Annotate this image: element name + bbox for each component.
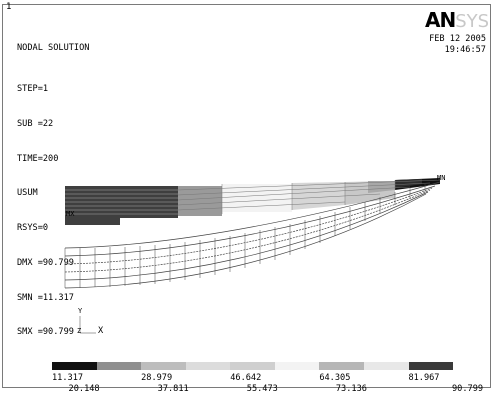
legend-tick-bottom: 90.799 (452, 384, 484, 394)
mx-marker: MX (66, 210, 75, 218)
logo-sys: SYS (455, 11, 490, 32)
legend-tick-bottom: 20.148 (68, 384, 100, 394)
legend-swatch (408, 362, 454, 370)
legend-swatch (185, 362, 231, 370)
legend-swatch (52, 362, 97, 370)
dmx-label: DMX =90.799 (17, 257, 74, 268)
legend-tick-top: 81.967 (408, 373, 440, 383)
triad-x-label: X (98, 326, 104, 336)
logo-an: AN (425, 8, 456, 32)
legend-tick-top: 64.305 (319, 373, 351, 383)
smx-label: SMX =90.799 (17, 327, 74, 338)
legend-tick-top: 28.979 (141, 373, 173, 383)
legend-swatch (319, 362, 364, 370)
window-number: 1 (6, 2, 12, 12)
legend-tick-bottom: 55.473 (246, 384, 278, 394)
sub-label: SUB =22 (17, 118, 54, 129)
legend-swatch (274, 362, 320, 370)
triad-axes (79, 316, 96, 334)
legend-swatch (96, 362, 142, 370)
smn-label: SMN =11.317 (17, 292, 74, 303)
element-lines-right (177, 179, 441, 214)
mn-marker: MN (437, 174, 445, 182)
triad-y-label: Y (78, 307, 83, 315)
contour-legend (52, 362, 454, 370)
timestamp: FEB 12 2005 19:46:57 (423, 34, 486, 56)
legend-swatch (230, 362, 275, 370)
step-label: STEP=1 (17, 83, 49, 94)
time-label: TIME=200 (17, 153, 59, 164)
legend-tick-top: 46.642 (230, 373, 262, 383)
title-label: NODAL SOLUTION (17, 43, 90, 54)
time-label: 19:46:57 (444, 45, 486, 55)
graphics-window: 1 (2, 2, 491, 388)
element-lines (65, 189, 178, 215)
ansys-logo: ANSYS (425, 8, 489, 32)
legend-tick-bottom: 37.811 (157, 384, 189, 394)
date-label: FEB 12 2005 (429, 34, 486, 44)
rsys-label: RSYS=0 (17, 223, 49, 234)
mesh-verticals (64, 183, 426, 288)
legend-tick-top: 11.317 (52, 373, 84, 383)
triad-z-label: Z (77, 327, 82, 335)
undeformed-mesh (64, 181, 441, 289)
legend-tick-bottom: 73.136 (335, 384, 367, 394)
legend-swatch (141, 362, 186, 370)
legend-swatch (363, 362, 409, 370)
